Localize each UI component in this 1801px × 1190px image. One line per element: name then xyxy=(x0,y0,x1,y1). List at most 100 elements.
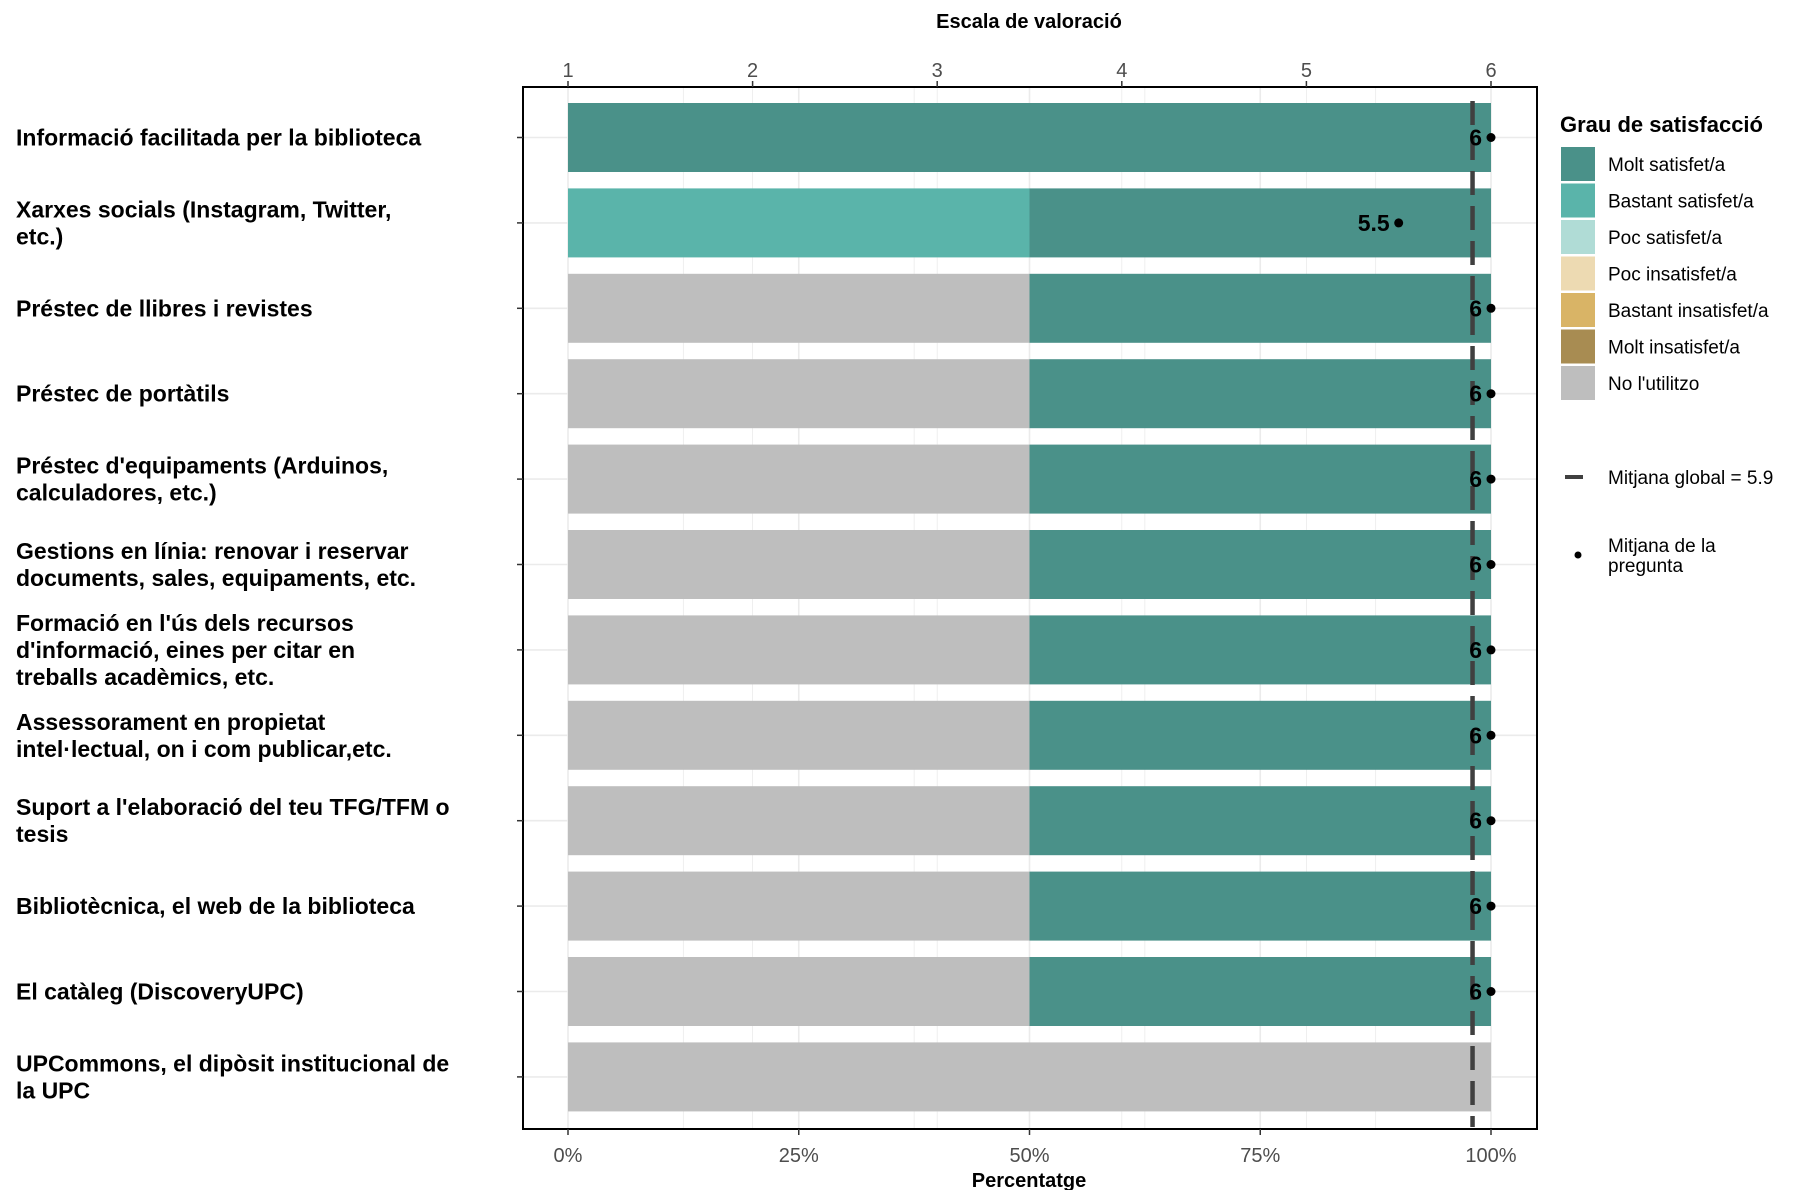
question-label-line: la UPC xyxy=(16,1077,90,1103)
legend-swatch xyxy=(1561,256,1595,291)
bar-segment xyxy=(1029,188,1491,258)
bottom-axis-tick-label: 50% xyxy=(1009,1145,1049,1167)
question-mean-label: 6 xyxy=(1469,893,1482,919)
question-mean-label: 6 xyxy=(1469,979,1482,1005)
bar-segment xyxy=(568,786,1030,856)
question-mean-point xyxy=(1486,987,1496,996)
legend-title: Grau de satisfacció xyxy=(1560,112,1763,137)
bar-segment xyxy=(568,188,1030,258)
bar-segment xyxy=(1029,700,1491,770)
legend: Grau de satisfacció Molt satisfet/a Basta… xyxy=(1560,112,1773,577)
question-mean-label: 6 xyxy=(1469,381,1482,407)
bottom-axis-tick-label: 100% xyxy=(1465,1145,1516,1167)
legend-question-mean-line-1: Mitjana de la xyxy=(1608,536,1716,557)
question-label-line: Informació facilitada per la biblioteca xyxy=(16,125,421,151)
question-mean-point xyxy=(1486,901,1496,911)
question-label: Informació facilitada per la biblioteca xyxy=(16,125,421,151)
question-label: Xarxes socials (Instagram, Twitter, etc.) xyxy=(16,196,391,249)
question-mean-point xyxy=(1486,389,1496,399)
question-label-line: Suport a l'elaboració del teu TFG/TFM o xyxy=(16,794,450,820)
legend-swatch xyxy=(1561,293,1595,327)
question-label: Préstec de llibres i revistes xyxy=(16,295,313,321)
question-mean-point xyxy=(1486,645,1496,655)
question-label-line: El catàleg (DiscoveryUPC) xyxy=(16,979,304,1005)
question-mean-label: 6 xyxy=(1469,295,1482,321)
bar-segment xyxy=(568,530,1030,599)
bottom-axis-title: Percentatge xyxy=(972,1170,1087,1190)
legend-question-mean-line-2: pregunta xyxy=(1608,556,1683,577)
bar-segment xyxy=(1029,444,1491,514)
axis-ticks: 1 2 3 4 5 6 0% 25% 50% 75% 100% xyxy=(517,60,1517,1167)
top-axis-tick-label: 6 xyxy=(1485,60,1496,82)
legend-items: Molt satisfet/a Bastant satisfet/a Poc sat… xyxy=(1561,147,1769,400)
legend-global-mean-label: Mitjana global = 5.9 xyxy=(1608,468,1773,489)
question-mean-label: 6 xyxy=(1469,466,1482,492)
question-label: Préstec d'equipaments (Arduinos, calculad… xyxy=(16,453,388,506)
bar-segment xyxy=(1029,871,1491,941)
question-mean-label: 5.5 xyxy=(1358,210,1390,236)
question-mean-point xyxy=(1394,218,1404,228)
legend-swatch xyxy=(1561,366,1595,400)
question-label-line: Xarxes socials (Instagram, Twitter, xyxy=(16,196,391,222)
bar-segment xyxy=(568,273,1030,343)
question-label-line: treballs acadèmics, etc. xyxy=(16,664,274,690)
question-label: Assessorament en propietat intel·lectual,… xyxy=(16,709,392,762)
question-label: El catàleg (DiscoveryUPC) xyxy=(16,979,304,1005)
bar-segment xyxy=(568,103,1491,172)
legend-swatch xyxy=(1561,329,1595,364)
bar-segment xyxy=(568,871,1030,941)
question-label-line: Préstec d'equipaments (Arduinos, xyxy=(16,453,388,479)
question-label-line: UPCommons, el dipòsit institucional de xyxy=(16,1050,449,1076)
question-label-line: Assessorament en propietat xyxy=(16,709,326,735)
question-label-line: Bibliotècnica, el web de la biblioteca xyxy=(16,893,415,919)
bar-segment xyxy=(1029,786,1491,856)
question-label-line: Formació en l'ús dels recursos xyxy=(16,610,354,636)
legend-swatch xyxy=(1561,183,1595,218)
stacked-bars xyxy=(568,103,1491,1112)
bar-segment xyxy=(568,359,1030,429)
question-label-line: Préstec de portàtils xyxy=(16,381,229,407)
bar-segment xyxy=(1029,957,1491,1026)
question-label: Préstec de portàtils xyxy=(16,381,229,407)
legend-label: Bastant satisfet/a xyxy=(1608,192,1754,213)
question-label-line: documents, sales, equipaments, etc. xyxy=(16,565,416,591)
question-label-line: Gestions en línia: renovar i reservar xyxy=(16,538,408,564)
question-mean-point xyxy=(1486,560,1496,569)
question-mean-point xyxy=(1486,133,1496,142)
question-mean-label: 6 xyxy=(1469,552,1482,578)
top-axis-tick-label: 4 xyxy=(1116,60,1127,82)
question-label-line: etc.) xyxy=(16,223,63,249)
question-label-line: Préstec de llibres i revistes xyxy=(16,295,313,321)
legend-label: Poc insatisfet/a xyxy=(1608,265,1737,286)
legend-label: Molt satisfet/a xyxy=(1608,155,1726,176)
question-labels: Informació facilitada per la biblioteca X… xyxy=(16,125,450,1104)
top-axis-tick-label: 5 xyxy=(1301,60,1312,82)
legend-question-mean-label: Mitjana de la pregunta xyxy=(1608,536,1721,577)
question-label-line: intel·lectual, on i com publicar,etc. xyxy=(16,736,392,762)
legend-label: Molt insatisfet/a xyxy=(1608,338,1740,359)
question-label: Formació en l'ús dels recursos d'informac… xyxy=(16,610,355,690)
bar-segment xyxy=(568,444,1030,514)
bar-segment xyxy=(568,957,1030,1026)
legend-label: Bastant insatisfet/a xyxy=(1608,301,1769,322)
legend-swatch xyxy=(1561,220,1595,254)
question-label-line: d'informació, eines per citar en xyxy=(16,637,355,663)
bottom-axis-tick-label: 0% xyxy=(554,1145,583,1167)
question-label-line: tesis xyxy=(16,821,68,847)
bottom-axis-tick-label: 25% xyxy=(779,1145,819,1167)
question-label: Gestions en línia: renovar i reservar doc… xyxy=(16,538,416,591)
legend-label: No l'utilitzo xyxy=(1608,374,1699,395)
legend-question-mean-swatch xyxy=(1574,551,1582,559)
question-mean-label: 6 xyxy=(1469,637,1482,663)
question-mean-point xyxy=(1486,474,1496,484)
question-mean-label: 6 xyxy=(1469,125,1482,151)
top-axis-tick-label: 1 xyxy=(562,60,573,82)
question-label-line: calculadores, etc.) xyxy=(16,480,217,506)
legend-label: Poc satisfet/a xyxy=(1608,228,1722,249)
legend-swatch xyxy=(1561,147,1595,181)
top-axis-title: Escala de valoració xyxy=(936,11,1122,33)
bar-segment xyxy=(1029,359,1491,429)
bar-segment xyxy=(568,700,1030,770)
